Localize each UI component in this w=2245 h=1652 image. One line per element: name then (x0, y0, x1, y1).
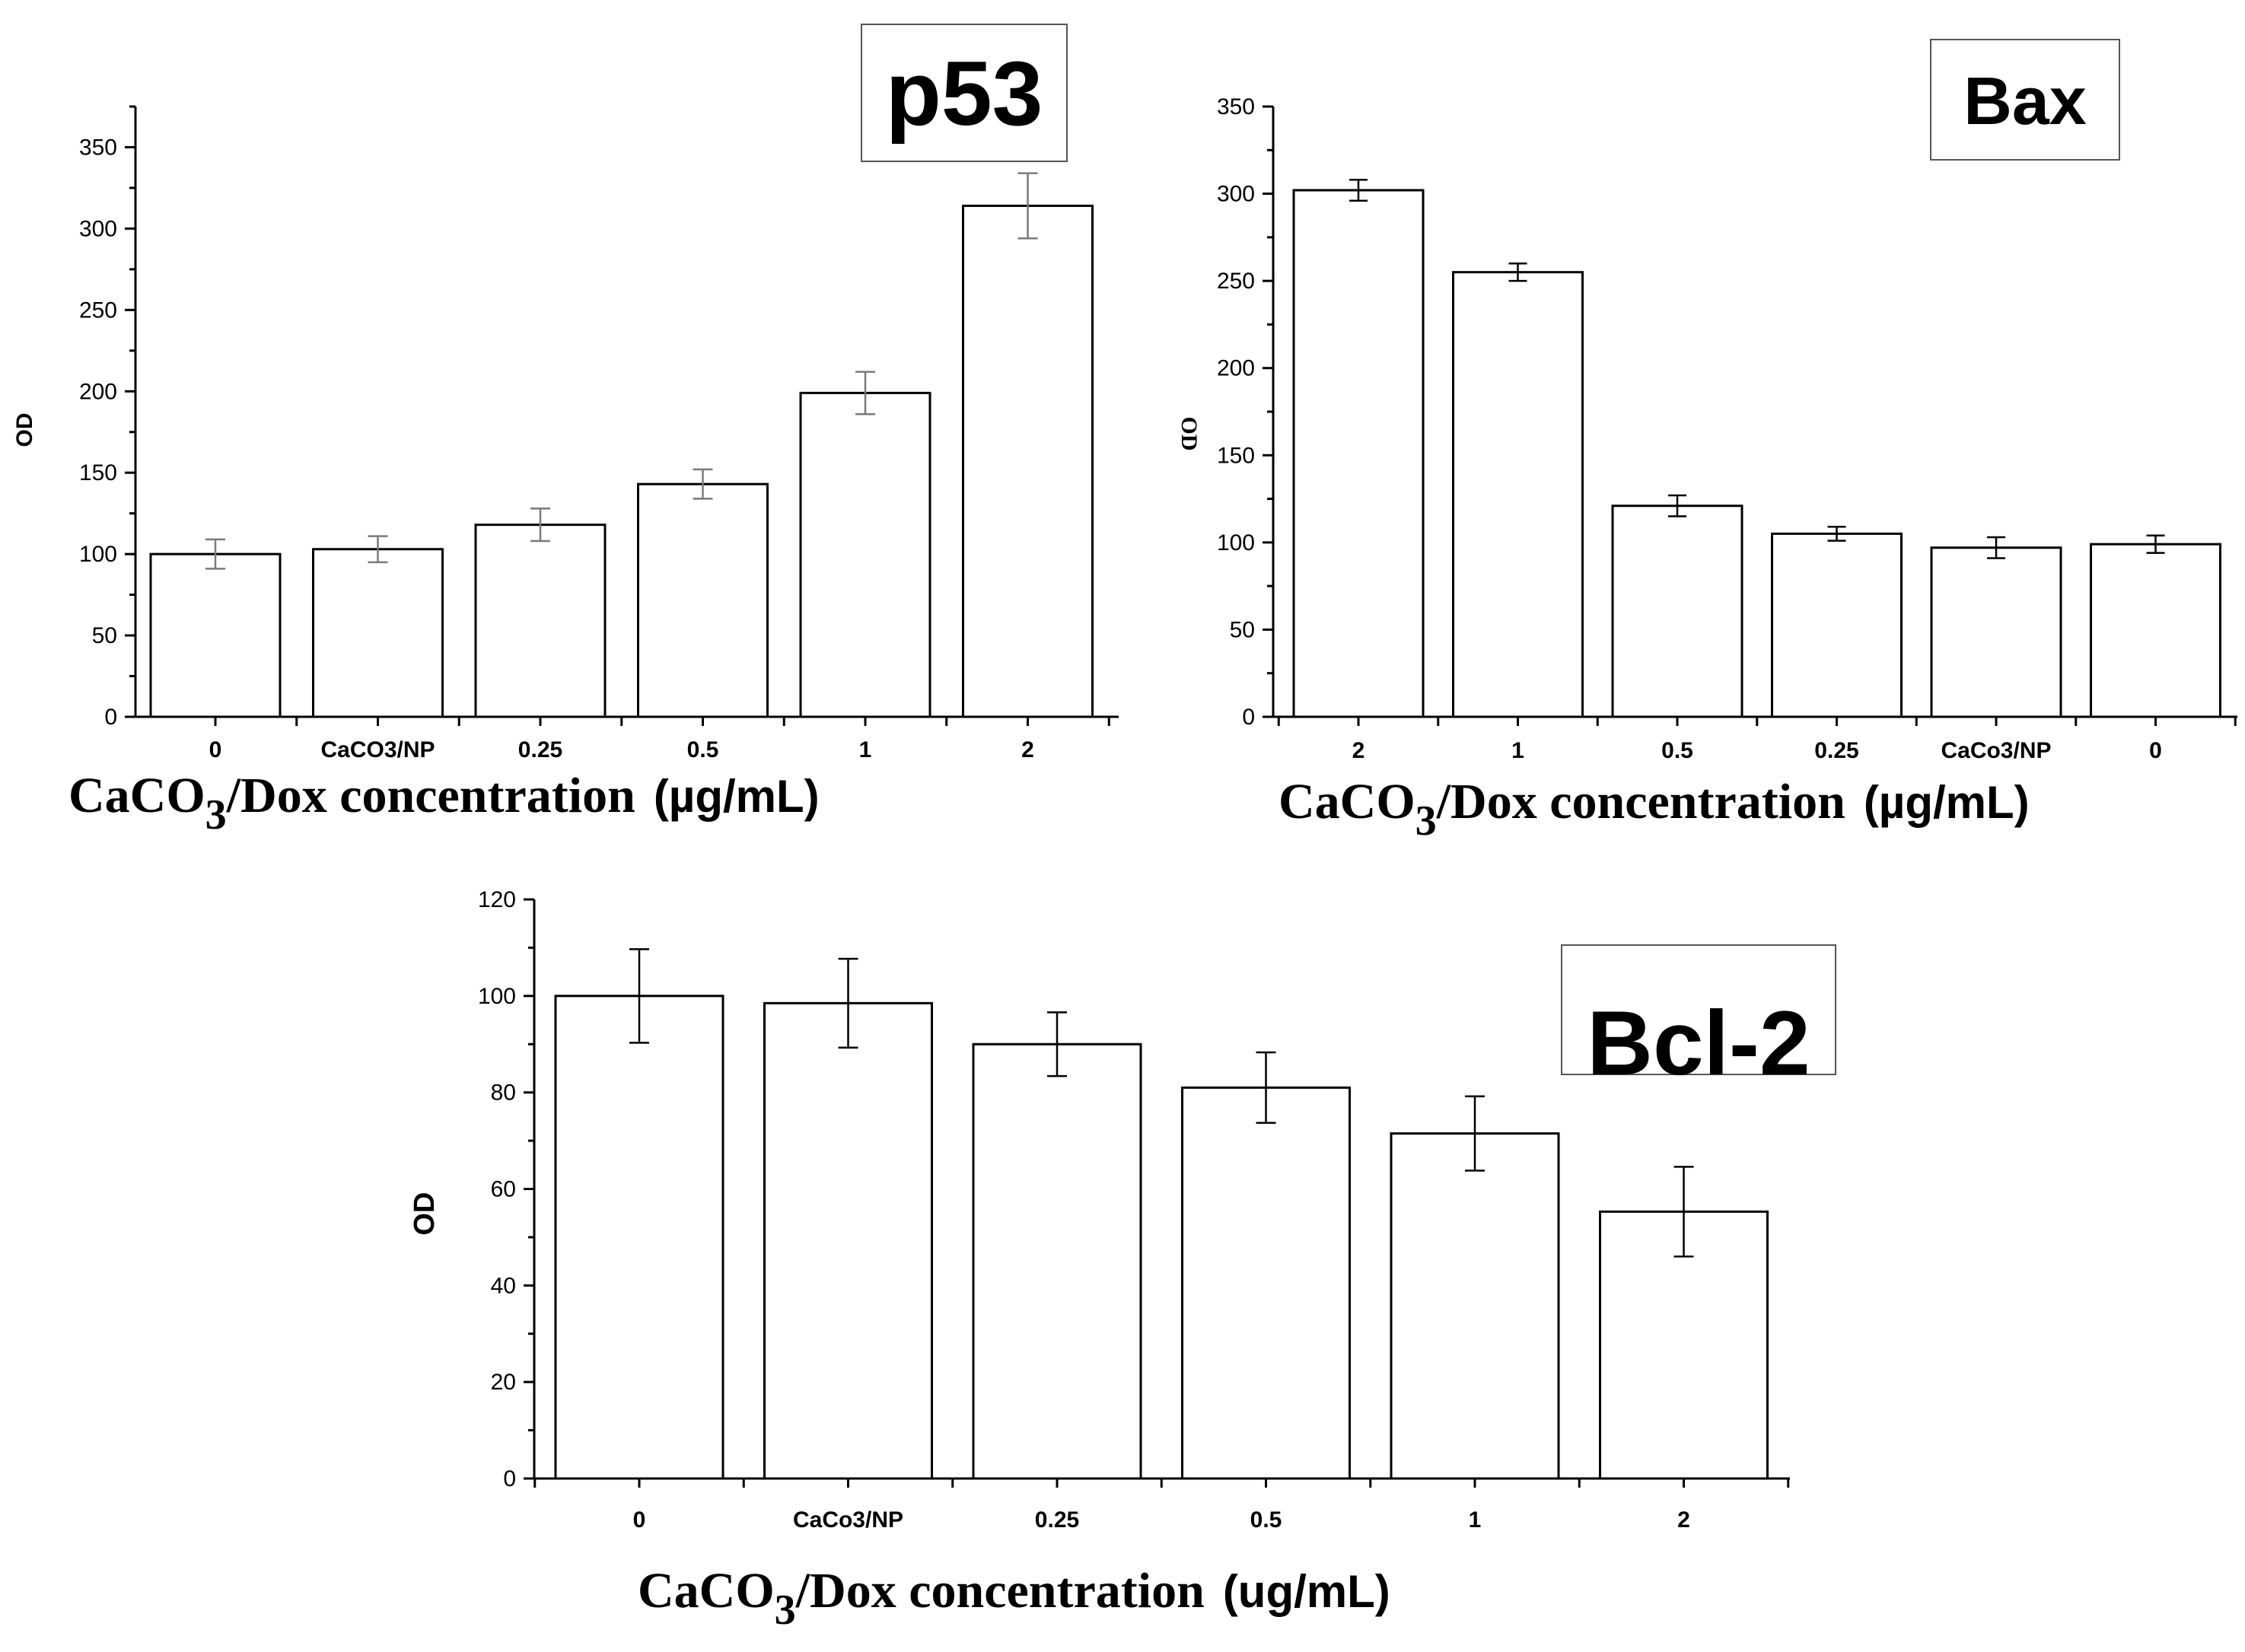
category-label: CaCo3/NP (793, 1507, 903, 1533)
x-title-text: /Dox concentration (1436, 774, 1845, 829)
y-tick-label: 0 (503, 1466, 516, 1491)
x-title-subscript: 3 (205, 791, 227, 839)
bar (972, 1042, 1142, 1480)
x-title-text: /Dox concentration (226, 768, 635, 823)
y-tick-label: 250 (79, 298, 117, 323)
y-tick-label: 50 (92, 623, 117, 648)
chart-title: p53 (886, 43, 1043, 145)
category-label: 0.5 (1661, 738, 1693, 763)
y-tick-label: 120 (478, 887, 516, 912)
bar (554, 995, 724, 1480)
bar (474, 524, 607, 718)
x-title-formula: CaCO (68, 768, 205, 823)
y-tick-label: 150 (79, 460, 117, 485)
y-tick-label: 250 (1217, 269, 1255, 294)
y-tick-label: 100 (79, 542, 117, 567)
category-label: 0 (633, 1507, 646, 1533)
category-label: 2 (1021, 737, 1034, 762)
category-label: 0.25 (518, 737, 562, 762)
category-label: CaCO3/NP (320, 737, 435, 762)
x-axis-title: CaCO3/Dox concentration (ug/mL) (638, 1563, 1390, 1634)
chart-title-box (1561, 944, 1836, 1075)
bar (2090, 543, 2221, 718)
y-tick-label: 200 (79, 379, 117, 404)
category-label: 2 (1352, 738, 1365, 763)
category-label: 0.25 (1814, 738, 1858, 763)
y-tick-label: 50 (1230, 617, 1255, 642)
chart-title-box (1930, 39, 2120, 161)
category-label: 1 (1469, 1507, 1482, 1533)
chart-title: Bcl-2 (1587, 992, 1810, 1094)
y-tick-label: 300 (79, 216, 117, 241)
y-axis-title: OD (409, 1192, 441, 1236)
x-title-unit: (µg/mL) (1864, 777, 2030, 828)
x-title-subscript: 3 (1415, 797, 1437, 845)
x-title-unit: (ug/mL) (1223, 1566, 1390, 1617)
y-tick-label: 0 (1242, 705, 1255, 730)
x-title-formula: CaCO (1279, 774, 1415, 829)
category-label: 2 (1677, 1507, 1690, 1533)
y-tick-label: 60 (491, 1177, 516, 1202)
category-label: 0.25 (1035, 1507, 1079, 1533)
chart-p53: 0 50 100 150 200 250 300 350 0 CaCO3/NP 0.25 0.5 1 2 O… (12, 24, 1119, 839)
x-axis-title: CaCO3/Dox concentration (µg/mL) (1279, 774, 2030, 845)
category-label: 1 (1511, 738, 1524, 763)
bar (1930, 546, 2062, 718)
bar (763, 1001, 933, 1480)
y-axis-title: OD (12, 413, 37, 447)
chart-bcl2: 0 20 40 60 80 100 120 0 CaCo3/NP 0.25 0.5 1 2 OD CaCO3… (409, 887, 1836, 1634)
category-label: 0 (209, 737, 222, 762)
bar (1611, 505, 1743, 718)
bar (1292, 189, 1425, 718)
category-label: 0 (2149, 738, 2162, 763)
y-tick-label: 100 (478, 984, 516, 1009)
bar (637, 482, 769, 718)
bar (312, 548, 444, 718)
bar (1771, 532, 1903, 718)
y-tick-label: 0 (104, 705, 117, 730)
category-label: 0.5 (687, 737, 719, 762)
chart-title: Bax (1963, 63, 2086, 138)
chart-bax: 0 50 100 150 200 250 300 350 2 1 0.5 0.25 CaCo3/NP 0 O… (1177, 39, 2237, 845)
y-tick-label: 20 (491, 1370, 516, 1395)
x-title-unit: (µg/mL) (654, 771, 820, 822)
bar (149, 552, 282, 718)
x-title-text: /Dox concentration (795, 1563, 1205, 1619)
y-tick-label: 40 (491, 1273, 516, 1298)
x-axis-title: CaCO3/Dox concentration (µg/mL) (68, 768, 820, 839)
bar (1390, 1132, 1560, 1480)
x-title-formula: CaCO (638, 1563, 775, 1619)
y-tick-label: 150 (1217, 443, 1255, 468)
category-label: 0.5 (1250, 1507, 1282, 1533)
bar (962, 204, 1094, 718)
category-label: 1 (859, 737, 872, 762)
x-title-subscript: 3 (775, 1587, 796, 1634)
bar (1452, 271, 1584, 718)
category-label: CaCo3/NP (1941, 738, 2051, 763)
y-axis-title: OD (1177, 417, 1202, 451)
y-tick-label: 300 (1217, 182, 1255, 207)
y-tick-label: 100 (1217, 530, 1255, 555)
y-tick-label: 350 (1217, 94, 1255, 119)
y-tick-label: 200 (1217, 356, 1255, 381)
bar (1181, 1086, 1351, 1480)
chart-title-box (861, 24, 1068, 162)
y-tick-label: 80 (491, 1081, 516, 1106)
bar (799, 391, 931, 718)
y-tick-label: 350 (79, 135, 117, 160)
